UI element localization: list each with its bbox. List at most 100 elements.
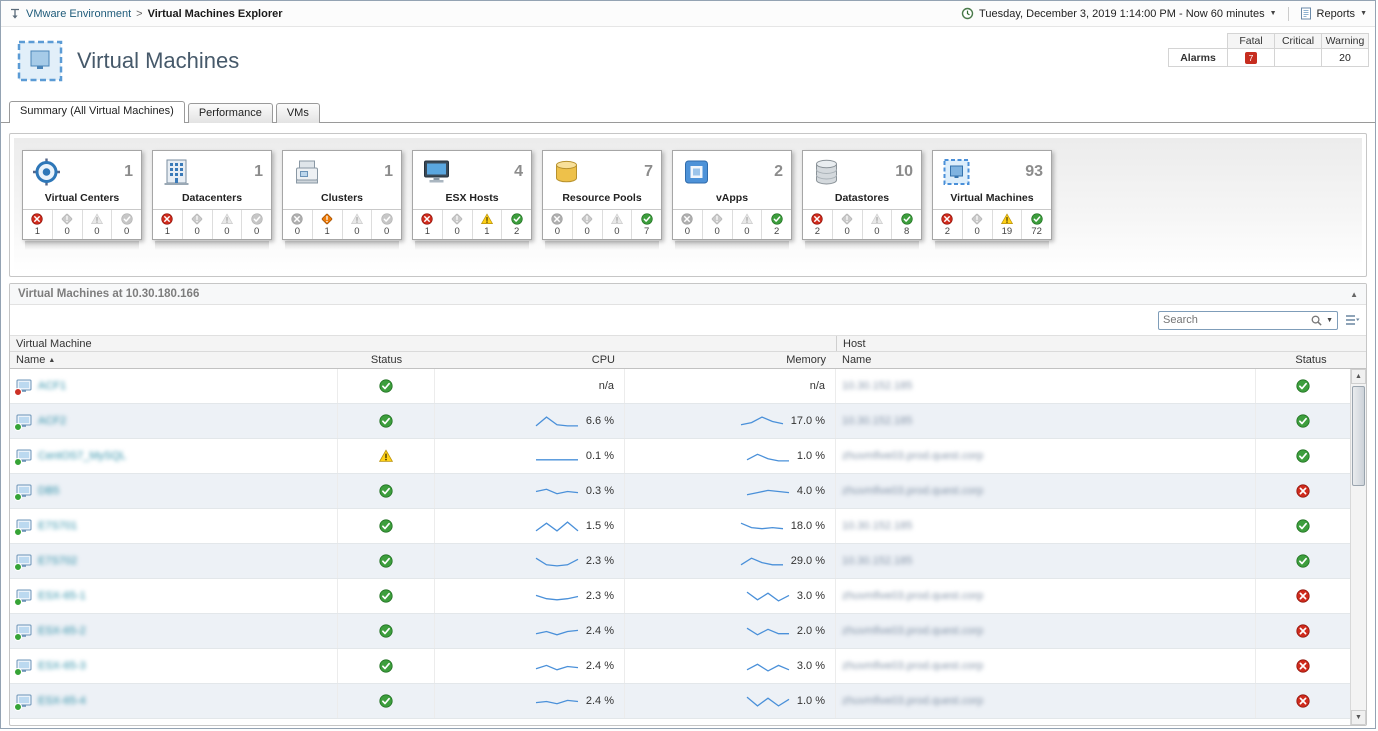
column-header-host-name[interactable]: Name xyxy=(842,354,872,366)
table-row[interactable]: ESX-65-2 2.4 % 2.0 % zhuvmfive03.prod.qu… xyxy=(10,614,1350,649)
table-row[interactable]: ACF1 n/a n/a 10.30.152.185 xyxy=(10,369,1350,404)
normal-status-icon[interactable] xyxy=(1296,554,1310,568)
table-row[interactable]: ACF2 6.6 % 17.0 % 10.30.152.185 xyxy=(10,404,1350,439)
table-row[interactable]: E7S702 2.3 % 29.0 % 10.30.152.185 xyxy=(10,544,1350,579)
tile-warning-count[interactable]: 0 xyxy=(81,210,112,239)
tile-fatal-count[interactable]: 1 xyxy=(413,210,442,239)
tile-normal-count[interactable]: 2 xyxy=(501,210,531,239)
column-header-cpu[interactable]: CPU xyxy=(591,354,615,366)
host-name-link[interactable]: zhuvmfive03.prod.quest.corp xyxy=(842,590,984,602)
time-range-label[interactable]: Tuesday, December 3, 2019 1:14:00 PM - N… xyxy=(979,7,1265,20)
tile-critical-count[interactable]: 0 xyxy=(831,210,862,239)
vm-name-link[interactable]: ESX-65-4 xyxy=(38,695,86,707)
tile-critical-count[interactable]: 0 xyxy=(441,210,472,239)
normal-status-icon[interactable] xyxy=(379,554,393,568)
tab-performance[interactable]: Performance xyxy=(187,103,273,123)
tile-warning-count[interactable]: 0 xyxy=(211,210,242,239)
table-row[interactable]: ESX-65-1 2.3 % 3.0 % zhuvmfive03.prod.qu… xyxy=(10,579,1350,614)
host-name-link[interactable]: 10.30.152.185 xyxy=(842,555,913,567)
host-name-link[interactable]: zhuvmfive03.prod.quest.corp xyxy=(842,625,984,637)
tile-normal-count[interactable]: 8 xyxy=(891,210,921,239)
tile-critical-count[interactable]: 0 xyxy=(181,210,212,239)
normal-status-icon[interactable] xyxy=(1296,519,1310,533)
host-name-link[interactable]: 10.30.152.185 xyxy=(842,520,913,532)
table-row[interactable]: DB5 0.3 % 4.0 % zhuvmfive03.prod.quest.c… xyxy=(10,474,1350,509)
tile-normal-count[interactable]: 2 xyxy=(761,210,791,239)
tab-vms[interactable]: VMs xyxy=(275,103,320,123)
scrollbar-down-icon[interactable]: ▼ xyxy=(1351,710,1366,725)
vm-name-link[interactable]: ACF2 xyxy=(38,415,67,427)
tile-warning-count[interactable]: 1 xyxy=(471,210,502,239)
normal-status-icon[interactable] xyxy=(379,484,393,498)
alarms-critical-count[interactable] xyxy=(1274,48,1322,67)
search-input[interactable] xyxy=(1163,314,1308,326)
scrollbar-up-icon[interactable]: ▲ xyxy=(1351,369,1366,384)
host-name-link[interactable]: 10.30.152.185 xyxy=(842,415,913,427)
column-header-vm-status[interactable]: Status xyxy=(370,354,403,366)
normal-status-icon[interactable] xyxy=(1296,379,1310,393)
vm-name-link[interactable]: ACF1 xyxy=(38,380,67,392)
fatal-status-icon[interactable] xyxy=(1296,624,1310,638)
tile-warning-count[interactable]: 0 xyxy=(601,210,632,239)
tile-normal-count[interactable]: 0 xyxy=(111,210,141,239)
fatal-status-icon[interactable] xyxy=(1296,484,1310,498)
alarms-fatal-count[interactable]: 7 xyxy=(1227,48,1275,67)
tile-normal-count[interactable]: 0 xyxy=(371,210,401,239)
reports-label[interactable]: Reports xyxy=(1316,7,1356,20)
vm-name-link[interactable]: ESX-65-3 xyxy=(38,660,86,672)
table-row[interactable]: CentOS7_MySQL 0.1 % 1.0 % zhuvmfive03.pr… xyxy=(10,439,1350,474)
tile-fatal-count[interactable]: 1 xyxy=(153,210,182,239)
normal-status-icon[interactable] xyxy=(379,589,393,603)
tile-virtual-centers[interactable]: 1 Virtual Centers 1 0 0 0 xyxy=(22,150,142,240)
table-row[interactable]: ESX-65-4 2.4 % 1.0 % zhuvmfive03.prod.qu… xyxy=(10,684,1350,719)
search-options-caret-icon[interactable]: ▼ xyxy=(1326,316,1333,324)
tile-virtual-machines[interactable]: 93 Virtual Machines 2 0 19 72 xyxy=(932,150,1052,240)
warning-status-icon[interactable] xyxy=(379,449,393,463)
time-range-caret-icon[interactable]: ▼ xyxy=(1269,10,1277,17)
tile-datacenters[interactable]: 1 Datacenters 1 0 0 0 xyxy=(152,150,272,240)
normal-status-icon[interactable] xyxy=(379,694,393,708)
normal-status-icon[interactable] xyxy=(379,379,393,393)
tile-resource-pools[interactable]: 7 Resource Pools 0 0 0 7 xyxy=(542,150,662,240)
normal-status-icon[interactable] xyxy=(379,519,393,533)
tab-summary-all-virtual-machines[interactable]: Summary (All Virtual Machines) xyxy=(9,101,185,123)
fatal-status-icon[interactable] xyxy=(1296,694,1310,708)
table-row[interactable]: E7S701 1.5 % 18.0 % 10.30.152.185 xyxy=(10,509,1350,544)
host-name-link[interactable]: zhuvmfive03.prod.quest.corp xyxy=(842,695,984,707)
table-options-icon[interactable] xyxy=(1344,313,1360,327)
tile-warning-count[interactable]: 0 xyxy=(731,210,762,239)
vm-name-link[interactable]: ESX-65-1 xyxy=(38,590,86,602)
fatal-status-icon[interactable] xyxy=(1296,659,1310,673)
host-name-link[interactable]: zhuvmfive03.prod.quest.corp xyxy=(842,450,984,462)
collapse-panel-icon[interactable]: ▲ xyxy=(1350,289,1358,299)
tile-normal-count[interactable]: 7 xyxy=(631,210,661,239)
reports-caret-icon[interactable]: ▼ xyxy=(1360,10,1367,17)
vm-name-link[interactable]: ESX-65-2 xyxy=(38,625,86,637)
host-name-link[interactable]: zhuvmfive03.prod.quest.corp xyxy=(842,660,984,672)
column-header-vm-name[interactable]: Name ▲ xyxy=(10,352,338,368)
normal-status-icon[interactable] xyxy=(1296,414,1310,428)
host-name-link[interactable]: 10.30.152.185 xyxy=(842,380,913,392)
normal-status-icon[interactable] xyxy=(379,414,393,428)
tile-warning-count[interactable]: 0 xyxy=(861,210,892,239)
tile-critical-count[interactable]: 0 xyxy=(571,210,602,239)
alarms-warning-count[interactable]: 20 xyxy=(1321,48,1369,67)
tile-fatal-count[interactable]: 0 xyxy=(673,210,702,239)
tile-datastores[interactable]: 10 Datastores 2 0 0 8 xyxy=(802,150,922,240)
tile-critical-count[interactable]: 0 xyxy=(51,210,82,239)
tile-critical-count[interactable]: 1 xyxy=(311,210,342,239)
vm-name-link[interactable]: CentOS7_MySQL xyxy=(38,450,127,462)
tile-esx-hosts[interactable]: 4 ESX Hosts 1 0 1 2 xyxy=(412,150,532,240)
vm-name-link[interactable]: E7S701 xyxy=(38,520,78,532)
column-header-host-status[interactable]: Status xyxy=(1295,354,1327,366)
tile-clusters[interactable]: 1 Clusters 0 1 0 0 xyxy=(282,150,402,240)
fatal-status-icon[interactable] xyxy=(1296,589,1310,603)
table-row[interactable]: ESX-65-3 2.4 % 3.0 % zhuvmfive03.prod.qu… xyxy=(10,649,1350,684)
scrollbar-thumb[interactable] xyxy=(1352,386,1365,486)
normal-status-icon[interactable] xyxy=(379,624,393,638)
search-icon[interactable] xyxy=(1310,314,1323,327)
host-name-link[interactable]: zhuvmfive03.prod.quest.corp xyxy=(842,485,984,497)
tile-fatal-count[interactable]: 2 xyxy=(933,210,962,239)
tile-fatal-count[interactable]: 1 xyxy=(23,210,52,239)
normal-status-icon[interactable] xyxy=(1296,449,1310,463)
